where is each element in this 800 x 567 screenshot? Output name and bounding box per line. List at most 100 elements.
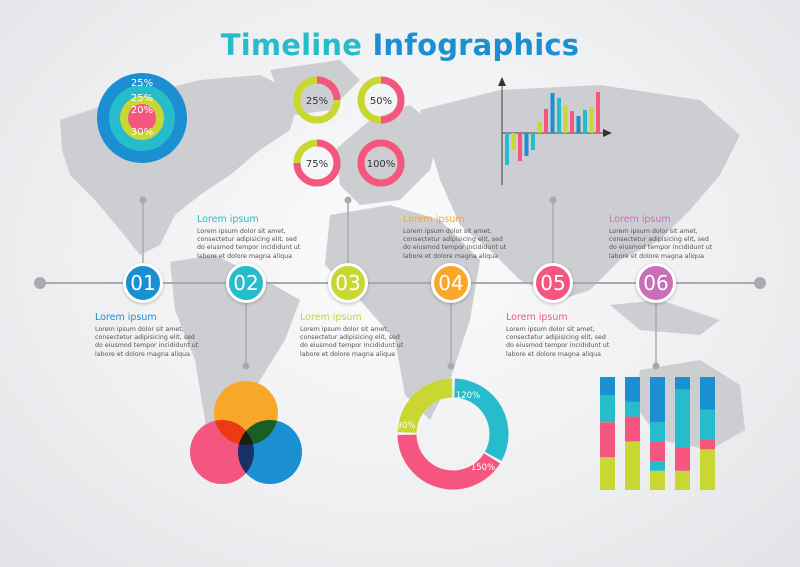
donut-segment-label: 150% [471, 463, 495, 473]
timeline-text-block: Lorem ipsum Lorem ipsum dolor sit amet, co… [197, 214, 307, 261]
bar [563, 105, 568, 133]
body-line: Lorem ipsum dolor sit amet, [300, 326, 389, 333]
timeline-node-03[interactable]: 03 [328, 263, 368, 303]
bar [537, 122, 542, 133]
timeline-end-dot [34, 277, 46, 289]
x-axis-arrow-icon [603, 129, 612, 137]
body-line: labore et dolore magna aliqua [300, 350, 395, 358]
stacked-segment [625, 377, 640, 402]
bar [557, 98, 561, 133]
block-heading: Lorem ipsum [403, 214, 465, 225]
connector-dot [652, 362, 660, 370]
body-line: Lorem ipsum dolor sit amet, [95, 326, 184, 333]
body-line: labore et dolore magna aliqua [197, 252, 292, 260]
map-africa [325, 205, 480, 420]
venn-circle [190, 420, 254, 484]
map-south-america [170, 255, 300, 470]
stacked-segment [600, 395, 615, 423]
connector-dot [549, 196, 557, 204]
bar [583, 110, 587, 133]
donut-label: 100% [367, 159, 396, 170]
block-heading: Lorem ipsum [609, 214, 671, 225]
stacked-segment [700, 409, 715, 440]
y-axis-arrow-icon [498, 77, 506, 86]
connector-dot [344, 196, 352, 204]
stacked-segment [700, 439, 715, 450]
world-map [60, 60, 745, 470]
body-line: consectetur adipisicing elit, sed [95, 334, 195, 342]
donut-value-arc [357, 139, 405, 187]
body-line: do eiusmod tempor incididunt ut [95, 342, 199, 350]
ring-label: 30% [131, 127, 153, 138]
stacked-segment [675, 470, 690, 490]
block-heading: Lorem ipsum [197, 214, 259, 225]
stacked-segment [600, 457, 615, 490]
donut-segment [453, 378, 509, 461]
timeline-text-block: Lorem ipsum Lorem ipsum dolor sit amet, co… [403, 214, 513, 261]
map-indonesia [610, 300, 720, 335]
bar [589, 107, 594, 133]
body-line: Lorem ipsum dolor sit amet, [197, 228, 286, 235]
donut-segment [397, 434, 501, 490]
stacked-segment [700, 449, 715, 490]
donut-value-arc [293, 139, 341, 187]
donut-label: 75% [306, 159, 328, 170]
connector-dot [242, 362, 250, 370]
stacked-segment [650, 377, 665, 423]
stacked-segment [625, 441, 640, 490]
block-heading: Lorem ipsum [506, 312, 568, 323]
venn-circle [238, 420, 302, 484]
body-line: Lorem ipsum dolor sit amet, [506, 326, 595, 333]
block-heading: Lorem ipsum [95, 312, 157, 323]
ring-label: 25% [131, 93, 153, 104]
ring-label: 25% [131, 78, 153, 89]
connector-dot [139, 196, 147, 204]
bar [576, 116, 581, 133]
concentric-ring [128, 104, 156, 132]
charts: 25%25%20%30%25% 50%75% 100%120%150%90% [97, 73, 715, 490]
donut-value-arc [380, 76, 405, 124]
body-line: Lorem ipsum dolor sit amet, [609, 228, 698, 235]
body-line: do eiusmod tempor incididunt ut [506, 342, 610, 350]
bar [518, 133, 522, 161]
ring-label: 20% [131, 105, 153, 116]
stacked-segment [600, 422, 615, 458]
body-line: consectetur adipisicing elit, sed [300, 334, 400, 342]
body-line: labore et dolore magna aliqua [506, 350, 601, 358]
page-title: Timeline Infographics [0, 28, 800, 62]
block-heading: Lorem ipsum [300, 312, 362, 323]
timeline-text-block: Lorem ipsum Lorem ipsum dolor sit amet, co… [609, 214, 719, 261]
stacked-segment [625, 401, 640, 417]
bar [596, 92, 600, 133]
body-line: do eiusmod tempor incididunt ut [403, 244, 507, 252]
body-line: do eiusmod tempor incididunt ut [197, 244, 301, 252]
donut-label: 25% [306, 96, 328, 107]
block-body: Lorem ipsum dolor sit amet, consectetur a… [300, 326, 410, 359]
body-line: Lorem ipsum dolor sit amet, [403, 228, 492, 235]
block-body: Lorem ipsum dolor sit amet, consectetur a… [197, 228, 307, 261]
block-body: Lorem ipsum dolor sit amet, consectetur a… [609, 228, 719, 261]
connector-dot [447, 362, 455, 370]
timeline-node-01[interactable]: 01 [123, 263, 163, 303]
body-line: consectetur adipisicing elit, sed [197, 236, 297, 244]
timeline-node-04[interactable]: 04 [431, 263, 471, 303]
stacked-segment [650, 422, 665, 442]
timeline-node-02[interactable]: 02 [226, 263, 266, 303]
timeline-node-05[interactable]: 05 [533, 263, 573, 303]
timeline-text-block: Lorem ipsum Lorem ipsum dolor sit amet, co… [300, 312, 410, 359]
title-part-2: Infographics [372, 28, 580, 62]
stacked-segment [650, 470, 665, 490]
bar [505, 133, 509, 165]
donut-value-arc [316, 76, 341, 101]
block-body: Lorem ipsum dolor sit amet, consectetur a… [95, 326, 205, 359]
body-line: labore et dolore magna aliqua [403, 252, 498, 260]
title-part-1: Timeline [220, 28, 363, 62]
timeline-text-block: Lorem ipsum Lorem ipsum dolor sit amet, co… [506, 312, 616, 359]
timeline-node-06[interactable]: 06 [636, 263, 676, 303]
bar [531, 133, 535, 150]
timeline-end-dot [754, 277, 766, 289]
body-line: consectetur adipisicing elit, sed [609, 236, 709, 244]
timeline-text-block: Lorem ipsum Lorem ipsum dolor sit amet, co… [95, 312, 205, 359]
body-line: consectetur adipisicing elit, sed [506, 334, 606, 342]
